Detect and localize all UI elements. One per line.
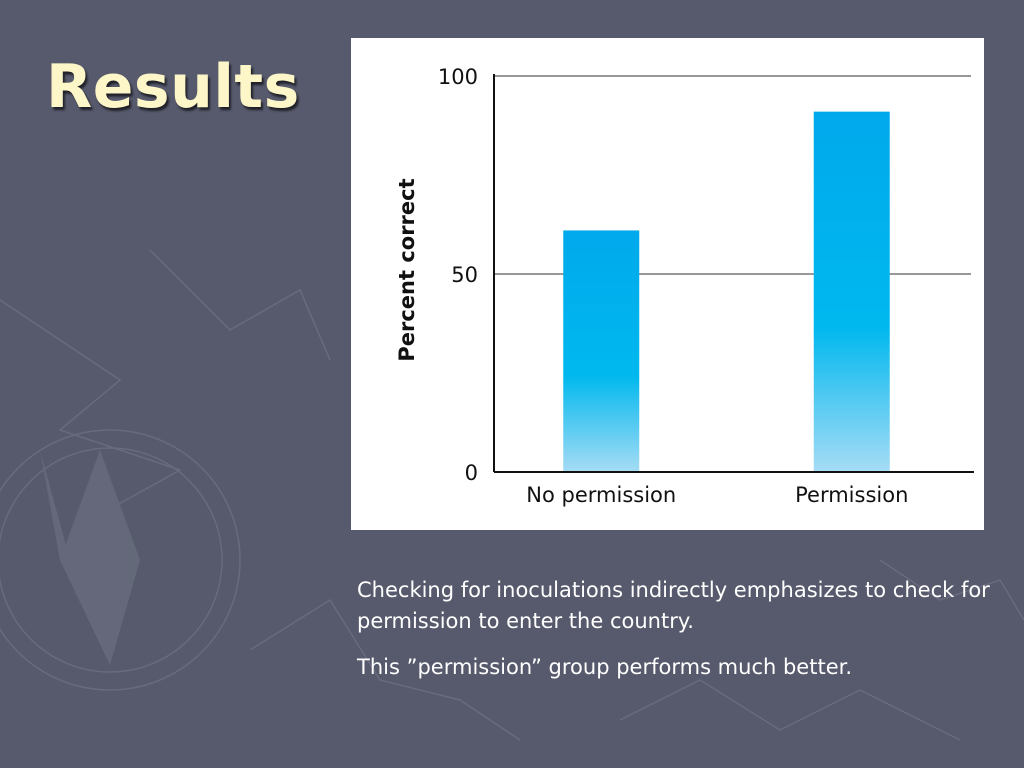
bar-permission (813, 111, 890, 472)
y-tick-label-50: 50 (451, 263, 478, 287)
caption: Checking for inoculations indirectly emp… (357, 575, 997, 698)
slide-title: Results (46, 52, 300, 122)
y-tick-label-0: 0 (465, 461, 478, 485)
caption-line-1: Checking for inoculations indirectly emp… (357, 578, 990, 633)
bar-no-permission (563, 230, 640, 472)
y-tick-label-100: 100 (438, 65, 478, 89)
bar-chart-canvas: 0 50 100 No permission Permission Percent co… (395, 65, 974, 507)
x-tick-label-no-permission: No permission (526, 483, 676, 507)
caption-line-2: This ”permission” group performs much be… (357, 655, 852, 679)
x-tick-label-permission: Permission (795, 483, 908, 507)
y-axis-title: Percent correct (395, 178, 419, 361)
bar-chart: 0 50 100 No permission Permission Percent co… (351, 38, 984, 530)
